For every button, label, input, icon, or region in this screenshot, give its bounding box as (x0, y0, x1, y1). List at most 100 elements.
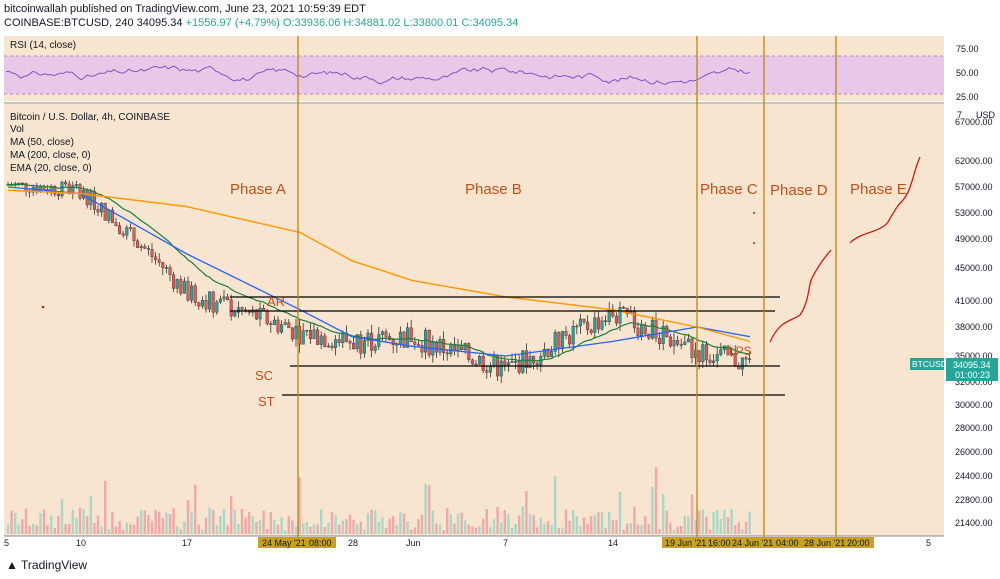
volume-bar (6, 524, 10, 534)
x-tick: 14 (608, 538, 618, 548)
volume-bar (352, 520, 355, 534)
candle (514, 361, 518, 363)
candle (510, 361, 514, 364)
x-highlight: 16:00 (708, 538, 731, 548)
volume-bar (276, 524, 280, 534)
x-tick: 5 (4, 538, 9, 548)
candle (582, 318, 586, 323)
price-badge-value: 34095.34 (953, 360, 991, 370)
candle (568, 335, 572, 345)
volume-bar (93, 523, 96, 534)
volume-bar (320, 509, 323, 534)
tradingview-logo-icon: ▲ (6, 558, 18, 572)
volume-bar (327, 522, 330, 534)
volume-bar (132, 525, 136, 534)
volume-bar (698, 510, 701, 534)
candle (200, 299, 204, 307)
candle (456, 345, 460, 351)
candle (222, 296, 226, 300)
volume-bar (71, 509, 74, 534)
candle (64, 181, 68, 185)
volume-bar (395, 524, 398, 534)
volume-bar (586, 523, 589, 534)
candle (481, 356, 485, 371)
candle (463, 343, 467, 351)
price-axis-ticks: 67000.00 62000.00 57000.00 53000.00 49000.00… (955, 117, 993, 528)
candle (287, 322, 291, 329)
candle (298, 325, 302, 345)
candle (553, 332, 557, 352)
volume-bar (309, 526, 312, 534)
price-tick: 38000.00 (955, 322, 993, 332)
volume-bar (456, 513, 460, 534)
candle (370, 332, 374, 351)
volume-bar (734, 525, 737, 534)
candle (528, 356, 532, 368)
candle (218, 298, 222, 303)
volume-bar (719, 518, 722, 534)
price-tick: 49000.00 (955, 234, 993, 244)
volume-bar (478, 526, 481, 534)
top-tick-partial: 7 (957, 110, 962, 120)
x-tick: 7 (503, 538, 508, 548)
volume-bar (626, 523, 629, 534)
candle (499, 360, 503, 377)
candle (658, 338, 662, 344)
volume-bar (208, 507, 211, 534)
candle (560, 331, 564, 349)
volume-bar (593, 514, 596, 534)
x-highlight-bg (662, 537, 874, 548)
candle (380, 331, 384, 335)
volume-bar (658, 528, 661, 534)
volume-bar (420, 514, 424, 534)
volume-bar (590, 515, 593, 534)
volume-bar (222, 509, 226, 534)
volume-bar (345, 519, 348, 534)
volume-bar (453, 523, 456, 534)
volume-bar (291, 520, 294, 534)
volume-bar (287, 516, 290, 534)
volume-bar (179, 529, 182, 534)
volume-bar (280, 517, 283, 534)
volume-bar (539, 517, 542, 534)
price-tick: 22800.00 (955, 495, 993, 505)
price-tick: 28000.00 (955, 423, 993, 433)
volume-bar (176, 526, 179, 534)
volume-bar (399, 511, 402, 534)
candle (143, 246, 147, 249)
candle (121, 233, 125, 236)
volume-bar (546, 521, 550, 534)
volume-bar (233, 509, 236, 534)
stray-dot (41, 305, 45, 309)
candle (640, 324, 644, 336)
volume-bar (572, 510, 575, 534)
candle (190, 285, 194, 301)
volume-bar (60, 499, 64, 534)
tradingview-brand[interactable]: ▲ TradingView (6, 558, 87, 572)
candle (323, 335, 327, 347)
candle (96, 209, 100, 213)
candle (110, 209, 114, 223)
volume-bars (6, 467, 751, 534)
volume-bar (28, 525, 31, 534)
volume-bar (604, 527, 607, 534)
volume-bar (75, 517, 78, 534)
volume-bar (251, 516, 254, 534)
candle (683, 341, 687, 345)
volume-bar (244, 517, 247, 534)
candle (672, 340, 676, 347)
candle (427, 330, 431, 356)
rsi-tick: 25.00 (956, 92, 979, 102)
volume-bar (114, 526, 118, 534)
volume-bar (316, 524, 319, 534)
volume-bar (226, 525, 229, 534)
volume-bar (550, 524, 553, 534)
volume-bar (636, 524, 640, 534)
candle (636, 327, 640, 336)
volume-bar (561, 527, 564, 534)
volume-bar (575, 515, 578, 534)
candle (593, 317, 597, 333)
candle (596, 317, 600, 330)
candle (236, 307, 240, 313)
